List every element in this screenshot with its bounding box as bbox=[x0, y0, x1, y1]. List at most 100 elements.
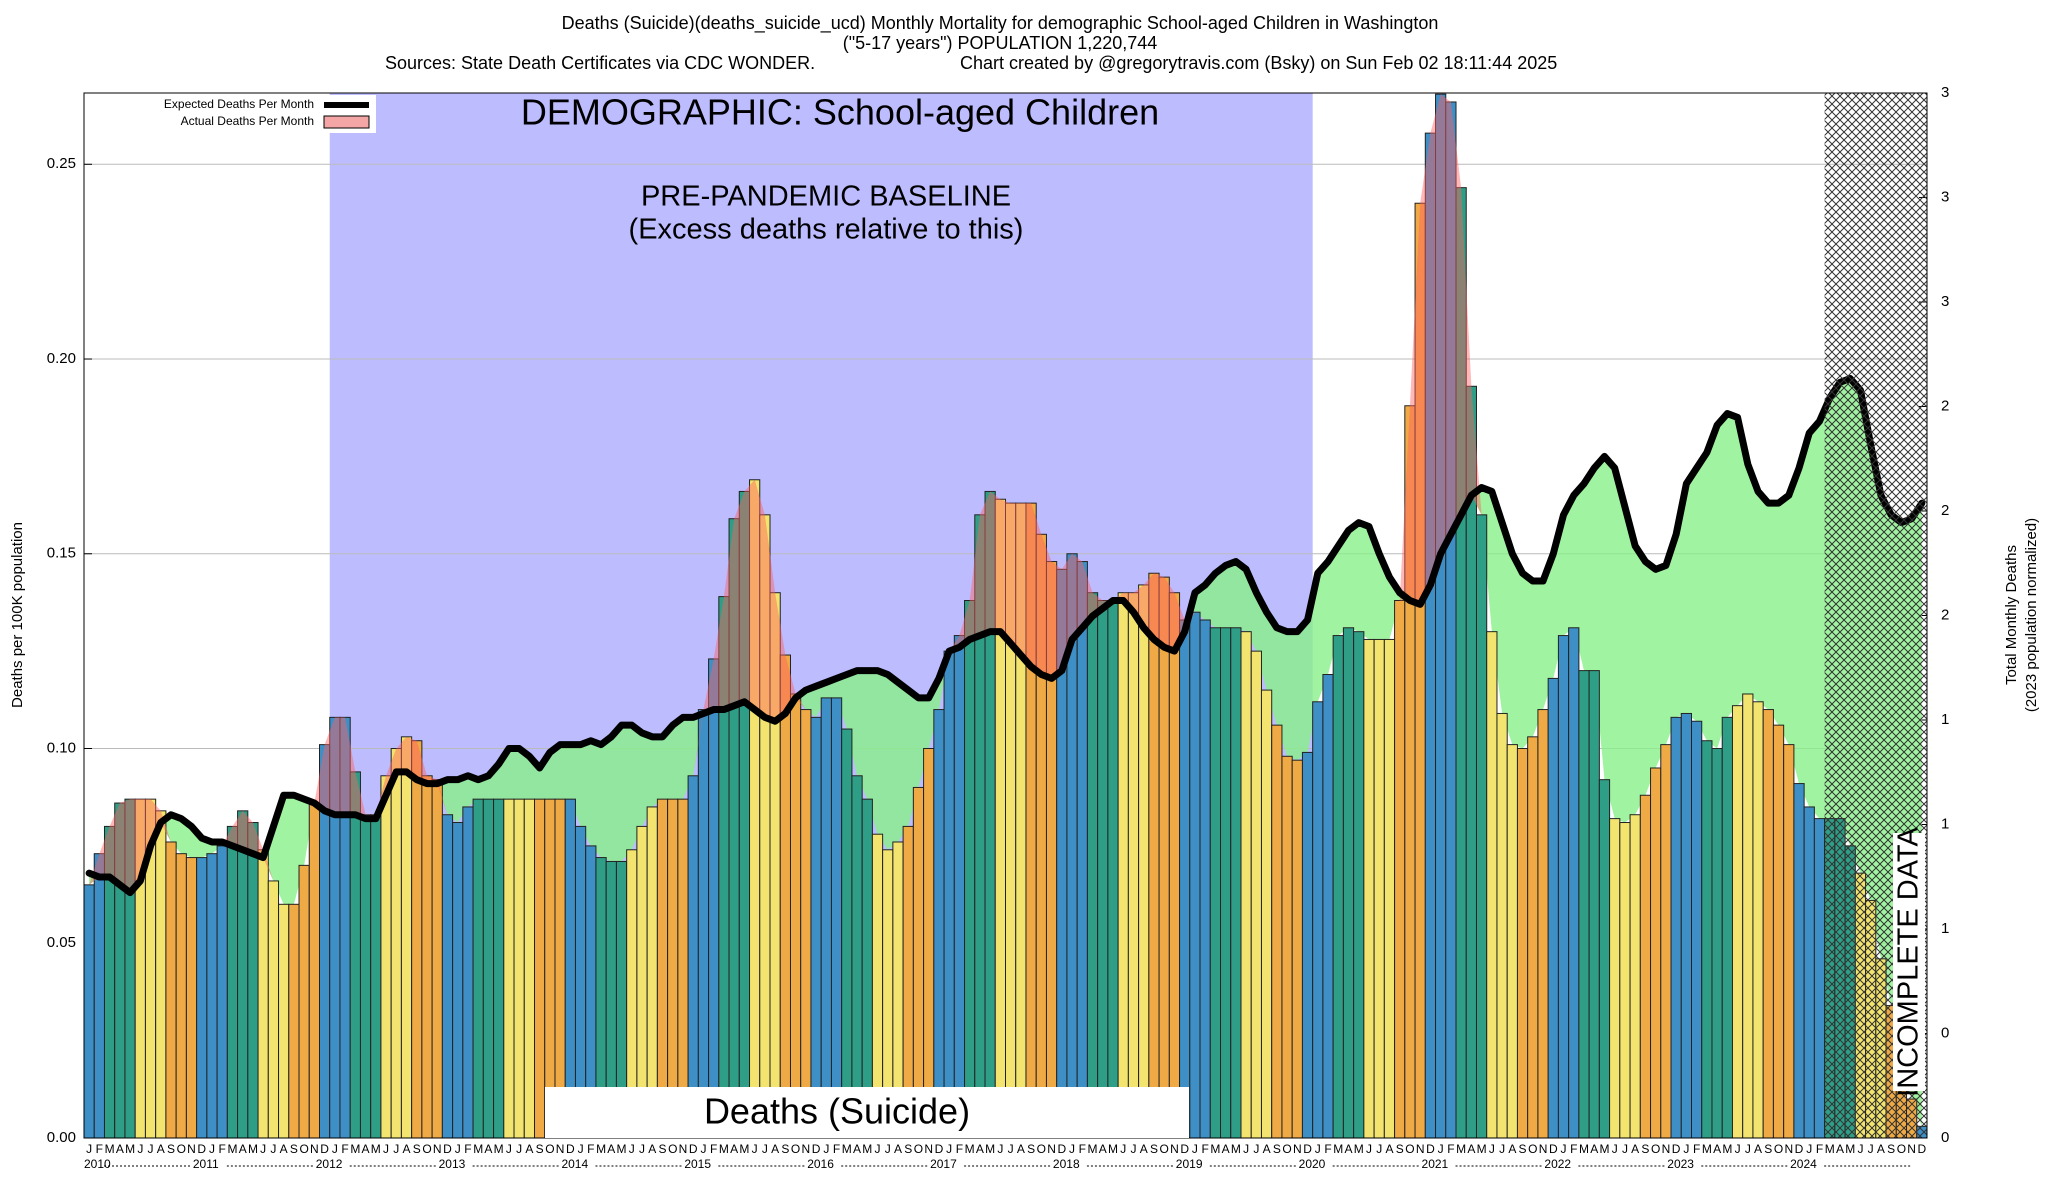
x-tick-label: O bbox=[1528, 1142, 1537, 1156]
bar bbox=[1629, 814, 1641, 1139]
x-tick-label: S bbox=[536, 1142, 544, 1156]
x-tick-label: S bbox=[1027, 1142, 1035, 1156]
bar bbox=[523, 798, 536, 1139]
bar bbox=[1588, 670, 1600, 1139]
bar bbox=[1731, 705, 1744, 1139]
bar bbox=[841, 728, 853, 1139]
bar bbox=[1322, 674, 1334, 1139]
x-tick-label: D bbox=[1303, 1142, 1312, 1156]
bar bbox=[1281, 755, 1293, 1139]
x-tick-label: S bbox=[413, 1142, 421, 1156]
x-tick-label: N bbox=[924, 1142, 933, 1156]
bar bbox=[83, 884, 95, 1139]
bar bbox=[789, 693, 802, 1139]
x-tick-label: O bbox=[1897, 1142, 1906, 1156]
bar bbox=[923, 748, 935, 1139]
y2-tick-label: 3 bbox=[1941, 188, 1949, 205]
x-tick-label: N bbox=[1047, 1142, 1056, 1156]
x-tick-label: J bbox=[629, 1142, 635, 1156]
year-label: 2021 bbox=[1422, 1157, 1449, 1171]
y-tick-label: 0.00 bbox=[47, 1129, 76, 1146]
x-tick-label: M bbox=[1108, 1142, 1118, 1156]
x-tick-label: M bbox=[248, 1142, 258, 1156]
y2-tick-label: 2 bbox=[1941, 397, 1949, 414]
x-tick-label: M bbox=[1231, 1142, 1241, 1156]
bar bbox=[1209, 627, 1222, 1139]
x-tick-label: F bbox=[464, 1142, 471, 1156]
bar bbox=[380, 775, 392, 1139]
bar bbox=[810, 716, 822, 1139]
x-tick-label: J bbox=[875, 1142, 881, 1156]
credit: Chart created by @gregorytravis.com (Bsk… bbox=[960, 53, 1557, 73]
bar bbox=[278, 903, 290, 1139]
x-tick-label: N bbox=[1907, 1142, 1916, 1156]
bar bbox=[933, 709, 945, 1139]
x-tick-label: J bbox=[1745, 1142, 1751, 1156]
x-tick-label: F bbox=[1201, 1142, 1208, 1156]
x-tick-label: N bbox=[1662, 1142, 1671, 1156]
x-tick-label: J bbox=[455, 1142, 461, 1156]
annotation: PRE-PANDEMIC BASELINE bbox=[641, 181, 1011, 213]
x-tick-label: A bbox=[730, 1142, 738, 1156]
x-tick-label: N bbox=[1784, 1142, 1793, 1156]
bar bbox=[1486, 631, 1498, 1139]
x-tick-label: J bbox=[1612, 1142, 1618, 1156]
x-tick-label: A bbox=[1631, 1142, 1639, 1156]
x-tick-label: S bbox=[290, 1142, 298, 1156]
x-tick-label: J bbox=[209, 1142, 215, 1156]
bar bbox=[308, 802, 320, 1139]
bar bbox=[1332, 635, 1344, 1139]
bar bbox=[779, 654, 791, 1139]
x-tick-label: J bbox=[1192, 1142, 1198, 1156]
bar bbox=[493, 798, 505, 1139]
year-label: 2016 bbox=[807, 1157, 834, 1171]
x-tick-label: F bbox=[341, 1142, 348, 1156]
bar bbox=[237, 810, 249, 1139]
year-label: 2014 bbox=[561, 1157, 588, 1171]
bar bbox=[1527, 736, 1539, 1139]
y2-tick-label: 2 bbox=[1941, 502, 1949, 519]
bar bbox=[697, 709, 710, 1139]
bar bbox=[1394, 600, 1406, 1139]
x-tick-label: F bbox=[956, 1142, 963, 1156]
x-tick-label: A bbox=[239, 1142, 247, 1156]
x-tick-label: J bbox=[260, 1142, 266, 1156]
x-tick-label: O bbox=[668, 1142, 677, 1156]
bar bbox=[216, 845, 228, 1139]
bar bbox=[1721, 716, 1733, 1139]
x-tick-label: N bbox=[1293, 1142, 1302, 1156]
year-label: 2018 bbox=[1053, 1157, 1080, 1171]
bar bbox=[1189, 611, 1201, 1139]
x-tick-label: J bbox=[1069, 1142, 1075, 1156]
x-tick-label: J bbox=[823, 1142, 829, 1156]
x-tick-label: M bbox=[965, 1142, 975, 1156]
y-tick-label: 0.10 bbox=[47, 739, 76, 756]
bar bbox=[1660, 744, 1672, 1139]
chart-subtitle: ("5-17 years") POPULATION 1,220,744 bbox=[843, 33, 1158, 53]
bar bbox=[1107, 600, 1119, 1139]
x-tick-label: N bbox=[1539, 1142, 1548, 1156]
year-label: 2022 bbox=[1544, 1157, 1571, 1171]
x-tick-label: M bbox=[1333, 1142, 1343, 1156]
x-tick-label: A bbox=[403, 1142, 411, 1156]
x-tick-label: M bbox=[1579, 1142, 1589, 1156]
bar bbox=[390, 748, 402, 1139]
x-tick-label: M bbox=[1456, 1142, 1466, 1156]
x-tick-label: J bbox=[1683, 1142, 1689, 1156]
y-tick-label: 0.05 bbox=[47, 934, 76, 951]
bar bbox=[165, 841, 177, 1139]
x-tick-label: J bbox=[383, 1142, 389, 1156]
bar bbox=[1537, 709, 1549, 1139]
bar bbox=[1783, 744, 1795, 1139]
chart-title: Deaths (Suicide)(deaths_suicide_ucd) Mon… bbox=[562, 13, 1439, 34]
x-tick-label: D bbox=[1918, 1142, 1927, 1156]
x-tick-label: M bbox=[371, 1142, 381, 1156]
bar bbox=[472, 798, 484, 1139]
bar bbox=[1312, 701, 1324, 1139]
x-tick-label: J bbox=[1622, 1142, 1628, 1156]
x-tick-label: O bbox=[1282, 1142, 1291, 1156]
y-axis-label: Deaths per 100K population bbox=[9, 522, 26, 708]
bar bbox=[964, 600, 976, 1139]
x-tick-label: A bbox=[1222, 1142, 1230, 1156]
bar bbox=[830, 697, 843, 1139]
